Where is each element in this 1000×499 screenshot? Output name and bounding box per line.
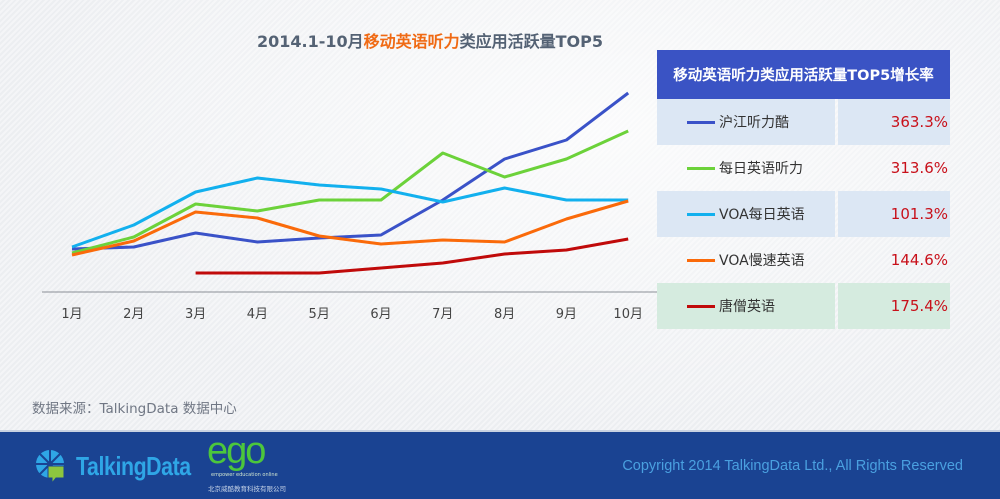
table-rows: 沪江听力酷 363.3% 每日英语听力 313.6% VOA每日英语 101.3% VOA慢… bbox=[657, 99, 950, 329]
x-tick-label: 5月 bbox=[309, 307, 330, 322]
x-tick-label: 4月 bbox=[247, 307, 268, 322]
footer: TalkingData ego empower education online… bbox=[0, 430, 1000, 499]
title-prefix: 2014.1-10月 bbox=[256, 32, 364, 51]
ego-company: 北京威酷教育科技有限公司 bbox=[208, 485, 286, 493]
app-name-cell: 沪江听力酷 bbox=[657, 99, 835, 145]
talkingdata-logo-text: TalkingData bbox=[76, 450, 191, 481]
legend-line-icon bbox=[687, 258, 715, 262]
series-line-5 bbox=[195, 237, 629, 275]
data-source: 数据来源：TalkingData 数据中心 bbox=[32, 401, 237, 417]
app-name-cell: 每日英语听力 bbox=[657, 145, 835, 191]
legend-line-icon bbox=[687, 212, 715, 216]
series-line-2 bbox=[71, 129, 629, 255]
series-line-1 bbox=[71, 91, 630, 251]
app-name-cell: 唐僧英语 bbox=[657, 283, 835, 329]
growth-rate: 313.6% bbox=[890, 159, 948, 177]
app-name: 每日英语听力 bbox=[719, 161, 803, 177]
app-name-cell: VOA每日英语 bbox=[657, 191, 835, 237]
table-row: 唐僧英语 175.4% bbox=[657, 283, 950, 329]
legend-line-icon bbox=[687, 304, 715, 308]
x-tick-label: 7月 bbox=[432, 307, 453, 322]
line-chart: 1月 2月 3月 4月 5月 6月 7月 8月 9月 10月 bbox=[42, 91, 660, 322]
table-row: 沪江听力酷 363.3% bbox=[657, 99, 950, 145]
legend-line-icon bbox=[687, 166, 715, 170]
app-name-cell: VOA慢速英语 bbox=[657, 237, 835, 283]
ego-logo-text: ego bbox=[207, 430, 266, 472]
growth-table: 移动英语听力类应用活跃量TOP5增长率 沪江听力酷 363.3% 每日英语听力 313… bbox=[657, 50, 950, 329]
app-name: 沪江听力酷 bbox=[719, 115, 789, 131]
growth-rate: 144.6% bbox=[890, 251, 948, 269]
x-tick-labels: 1月 2月 3月 4月 5月 6月 7月 8月 9月 10月 bbox=[61, 307, 643, 322]
growth-rate: 101.3% bbox=[838, 191, 950, 237]
talkingdata-logo: TalkingData bbox=[34, 448, 216, 484]
title-suffix: 类应用活跃量TOP5 bbox=[459, 32, 604, 51]
title-highlight: 移动英语听力 bbox=[363, 32, 460, 51]
app-name: 唐僧英语 bbox=[719, 299, 775, 315]
x-tick-label: 1月 bbox=[61, 307, 82, 322]
table-header: 移动英语听力类应用活跃量TOP5增长率 bbox=[657, 50, 950, 99]
copyright: Copyright 2014 TalkingData Ltd., All Rig… bbox=[622, 458, 963, 474]
ego-tagline: empower education online bbox=[211, 472, 278, 478]
x-tick-label: 3月 bbox=[185, 307, 206, 322]
growth-rate: 175.4% bbox=[838, 283, 950, 329]
app-name: VOA慢速英语 bbox=[719, 253, 805, 269]
series-lines bbox=[71, 91, 630, 275]
x-tick-label: 6月 bbox=[370, 307, 391, 322]
x-tick-label: 10月 bbox=[613, 307, 643, 322]
ego-logo: ego empower education online 北京威酷教育科技有限公… bbox=[203, 430, 298, 496]
chart-title: 2014.1-10月移动英语听力类应用活跃量TOP5 bbox=[200, 28, 660, 52]
app-name: VOA每日英语 bbox=[719, 207, 805, 223]
x-tick-label: 2月 bbox=[123, 307, 144, 322]
series-line-3 bbox=[71, 176, 629, 249]
table-row: 每日英语听力 313.6% bbox=[657, 145, 950, 191]
table-row: VOA每日英语 101.3% bbox=[657, 191, 950, 237]
legend-line-icon bbox=[687, 120, 715, 124]
table-row: VOA慢速英语 144.6% bbox=[657, 237, 950, 283]
series-line-4 bbox=[71, 199, 629, 257]
talkingdata-logo-icon bbox=[36, 450, 65, 484]
growth-rate: 363.3% bbox=[838, 99, 950, 145]
x-tick-label: 9月 bbox=[556, 307, 577, 322]
x-tick-label: 8月 bbox=[494, 307, 515, 322]
